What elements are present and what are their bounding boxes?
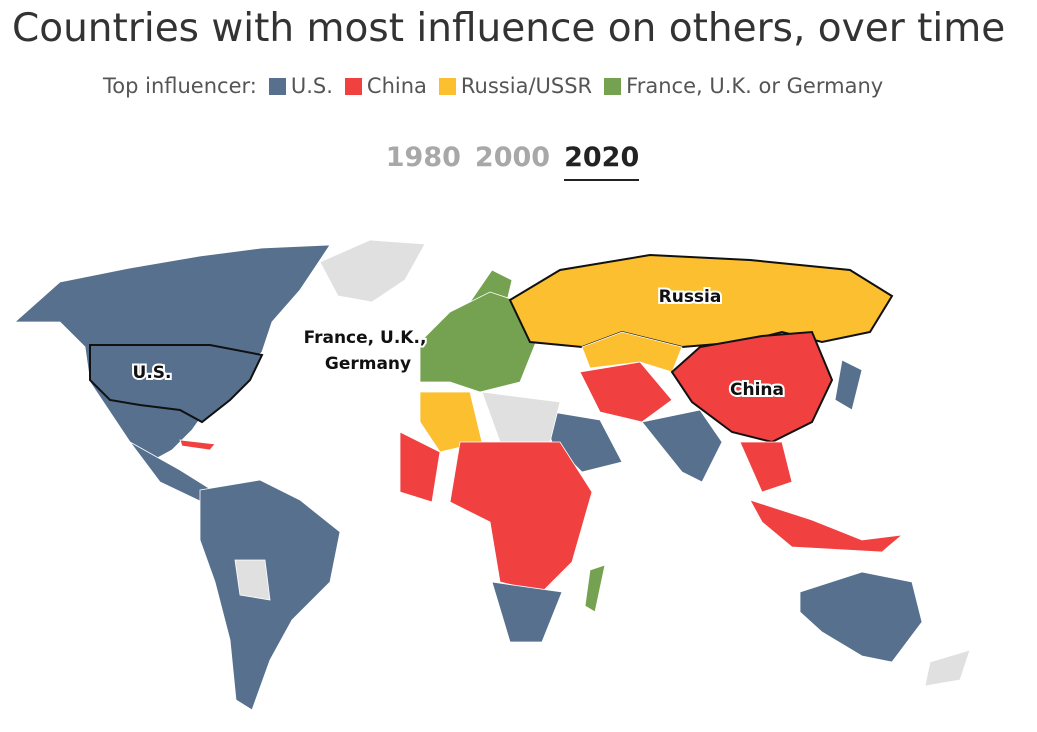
legend-text: China <box>366 74 427 98</box>
legend-label: Top influencer: <box>103 74 257 98</box>
legend-text: Russia/USSR <box>460 74 593 98</box>
year-tab[interactable]: 2000 <box>474 142 551 173</box>
iran-pakistan <box>579 361 673 423</box>
southern-africa <box>491 581 563 643</box>
map-label: Germany <box>325 354 411 374</box>
greenland <box>319 239 426 303</box>
madagascar <box>584 564 606 613</box>
west-africa <box>399 431 441 503</box>
legend: Top influencer: U.S. China Russia/USSR Franc… <box>103 74 883 98</box>
cuba <box>179 439 216 451</box>
year-tab[interactable]: 2020 <box>564 142 640 181</box>
new-zealand <box>924 649 971 687</box>
europe <box>419 291 541 393</box>
map-label: U.S. <box>133 363 172 383</box>
legend-text: U.S. <box>290 74 333 98</box>
map-label: Russia <box>659 287 722 307</box>
bolivia <box>234 559 271 601</box>
year-tabs: 1980 2000 2020 <box>0 142 1025 181</box>
south-america <box>199 479 341 711</box>
us <box>89 344 264 424</box>
legend-swatch <box>268 77 286 95</box>
libya-egypt <box>481 391 561 443</box>
southeast-asia <box>739 441 793 493</box>
map-label: China <box>730 380 784 400</box>
map-label: France, U.K., <box>304 328 427 348</box>
legend-swatch <box>344 77 362 95</box>
indonesia <box>749 499 904 553</box>
legend-swatch <box>438 77 456 95</box>
india <box>641 409 723 483</box>
australia <box>799 571 923 663</box>
china <box>670 330 834 444</box>
legend-swatch <box>604 77 622 95</box>
year-tab[interactable]: 1980 <box>385 142 461 173</box>
title: Countries with most influence on others,… <box>12 6 1006 51</box>
legend-text: France, U.K. or Germany <box>626 74 884 98</box>
world-map: Russia China U.S. France, U.K., Germany <box>13 239 971 711</box>
japan <box>834 359 863 411</box>
central-africa <box>449 441 593 593</box>
